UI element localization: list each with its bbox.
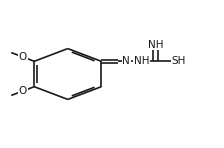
Text: SH: SH — [172, 56, 186, 66]
Text: O: O — [19, 86, 27, 96]
Text: NH: NH — [134, 56, 149, 66]
Text: N: N — [122, 56, 130, 66]
Text: NH: NH — [148, 40, 164, 50]
Text: O: O — [19, 52, 27, 62]
